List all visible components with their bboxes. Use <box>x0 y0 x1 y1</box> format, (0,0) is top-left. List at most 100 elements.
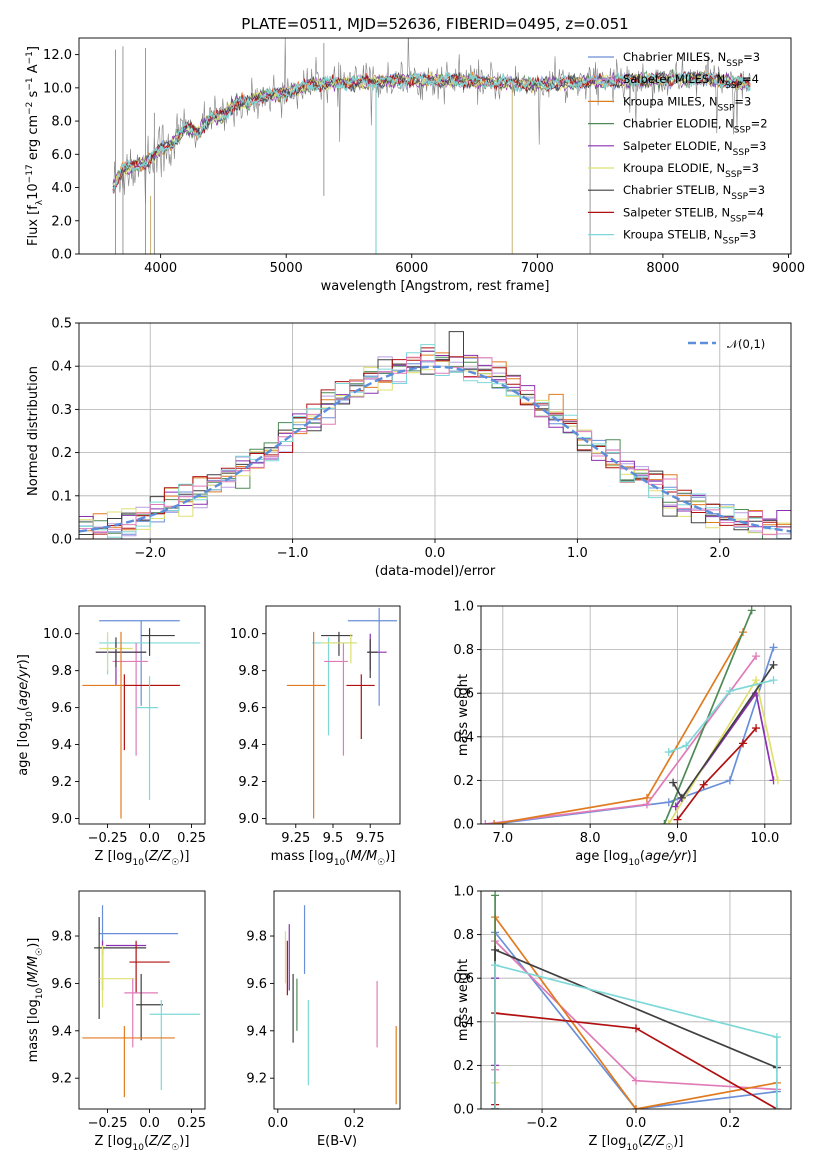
y-tick-label: 1.0 <box>453 600 474 615</box>
y-tick-label: 9.8 <box>238 664 259 679</box>
plot-area <box>112 38 751 254</box>
plus-marker <box>632 1024 640 1033</box>
y-tick-label: 0.8 <box>453 928 474 943</box>
y-tick-label: 0.4 <box>453 1015 474 1030</box>
plot-area <box>82 905 200 1098</box>
plus-marker <box>664 820 673 824</box>
y-tick-label: 1.0 <box>453 885 474 900</box>
panel-2: −2.0 −1.0 0.0 1.0 2.0 0.0 0.1 0.2 0.3 0.4 0.5 (data… <box>26 317 792 579</box>
y-tick-label: 0.0 <box>51 248 72 263</box>
x-axis-label: Z [log10(Z/Z☉)] <box>95 1134 190 1153</box>
y-axis-label: mass [log10(M/M☉)] <box>26 938 45 1063</box>
legend-entry: Chabrier ELODIE, NSSP=2 <box>623 117 768 136</box>
y-tick-label: 9.0 <box>51 812 72 827</box>
plus-marker <box>642 793 651 802</box>
y-tick-label: 0.4 <box>453 730 474 745</box>
x-tick-label: 7000 <box>521 261 554 276</box>
y-tick-label: 9.0 <box>238 812 259 827</box>
plus-marker <box>491 1105 500 1109</box>
data-point <box>99 945 135 1008</box>
y-tick-label: 0.6 <box>453 687 474 702</box>
panel-6: −0.25 0.0 0.25 9.2 9.4 9.6 9.8 Z [log10(Z/Z☉)] m… <box>26 890 206 1153</box>
plus-marker <box>752 724 761 733</box>
plus-marker <box>682 741 691 750</box>
x-tick-label: 6000 <box>395 261 428 276</box>
data-point <box>324 642 348 756</box>
y-tick-label: 9.4 <box>51 738 72 753</box>
y-tick-label: 9.8 <box>246 930 267 945</box>
mass-weight-line-9 <box>494 964 778 1109</box>
axes-frame <box>78 37 792 255</box>
x-tick-label: 9.0 <box>667 831 688 846</box>
plot-area <box>79 331 791 539</box>
axes-frame <box>78 605 206 825</box>
x-tick-label: −0.25 <box>88 831 128 846</box>
x-tick-label: 10.0 <box>750 831 779 846</box>
x-tick-label: 1.0 <box>567 546 588 561</box>
x-tick-label: −0.2 <box>526 1116 558 1131</box>
x-tick-label: −2.0 <box>134 546 166 561</box>
residual-histogram-9 <box>79 344 791 539</box>
x-tick-label: −1.0 <box>277 546 309 561</box>
plus-marker <box>773 776 782 785</box>
y-tick-label: 9.2 <box>238 775 259 790</box>
x-axis-label: wavelength [Angstrom, rest frame] <box>321 279 550 294</box>
data-point <box>149 1000 200 1091</box>
y-tick-label: 0.1 <box>51 489 72 504</box>
mass-weight-line-9 <box>668 679 774 753</box>
plus-marker <box>669 778 678 787</box>
legend-entry: Salpeter ELODIE, NSSP=3 <box>623 139 766 158</box>
plot-area <box>284 905 397 1105</box>
data-point <box>82 631 180 819</box>
legend-entry: Kroupa STELIB, NSSP=3 <box>623 228 756 247</box>
data-point <box>99 620 180 706</box>
x-axis-label: age [log10(age/yr)] <box>575 849 697 868</box>
plus-marker <box>747 606 756 615</box>
plus-marker <box>725 776 734 785</box>
y-axis-label: mass weight <box>456 674 471 756</box>
x-tick-label: 5000 <box>270 261 303 276</box>
x-tick-label: 8.0 <box>580 831 601 846</box>
y-tick-label: 9.6 <box>246 977 267 992</box>
y-tick-label: 9.6 <box>51 701 72 716</box>
panel-8: −0.2 0.0 0.2 0.0 0.2 0.4 0.6 0.8 1.0 Z [log10(Z/Z… <box>453 885 792 1153</box>
data-point <box>136 676 158 800</box>
axes-frame <box>265 605 401 825</box>
y-tick-label: 10.0 <box>43 81 72 96</box>
x-tick-label: 4000 <box>144 261 177 276</box>
plus-marker <box>752 676 761 685</box>
y-tick-label: 0.0 <box>453 1103 474 1118</box>
plus-marker <box>481 820 490 824</box>
y-tick-label: 0.6 <box>453 972 474 987</box>
y-tick-label: 8.0 <box>51 115 72 130</box>
plus-marker <box>772 1105 781 1109</box>
y-tick-label: 0.0 <box>51 533 72 548</box>
mass-weight-line-7 <box>672 664 775 800</box>
y-tick-label: 9.8 <box>51 930 72 945</box>
y-tick-label: 6.0 <box>51 148 72 163</box>
data-point <box>123 674 180 751</box>
x-tick-label: 0.0 <box>139 831 160 846</box>
data-point <box>347 607 398 706</box>
y-axis-label: Flux [fλ10−17 erg cm−2 s−1 A−1] <box>25 46 45 246</box>
y-tick-label: 9.2 <box>51 1072 72 1087</box>
y-tick-label: 10.0 <box>230 627 259 642</box>
legend-entry: Kroupa MILES, NSSP=3 <box>623 94 751 113</box>
plus-marker <box>677 793 686 802</box>
y-tick-label: 0.3 <box>51 403 72 418</box>
x-tick-label: 2.0 <box>709 546 730 561</box>
y-tick-label: 0.0 <box>453 818 474 833</box>
data-point <box>286 631 326 819</box>
data-point <box>321 631 353 656</box>
mass-weight-line-3 <box>493 631 744 824</box>
y-axis-label: Normed distribution <box>26 366 41 496</box>
y-tick-label: 0.2 <box>51 446 72 461</box>
data-point <box>141 628 175 656</box>
data-point <box>321 633 357 664</box>
data-point <box>312 637 357 736</box>
plus-marker <box>699 780 708 789</box>
y-axis-label: age [log10(age/yr)] <box>16 654 35 776</box>
plus-marker <box>664 748 673 757</box>
data-point <box>129 940 170 993</box>
